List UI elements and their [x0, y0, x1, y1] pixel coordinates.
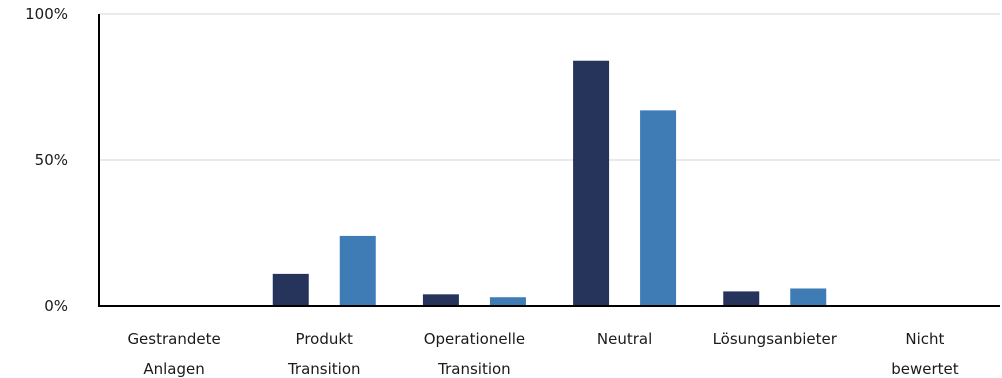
bar-series-2-2 — [489, 297, 526, 306]
bar-series-2-4 — [790, 288, 827, 306]
bar-series-2-3 — [640, 110, 677, 306]
x-category-label: Transition — [287, 360, 361, 378]
x-category-label: Transition — [437, 360, 511, 378]
bar-series-2-1 — [339, 235, 376, 306]
x-category-label: Anlagen — [143, 360, 204, 378]
x-category-label: Produkt — [296, 330, 354, 348]
x-category-label: Lösungsanbieter — [713, 330, 838, 348]
x-category-label: Nicht — [905, 330, 944, 348]
bar-series-1-3 — [573, 60, 610, 306]
bar-series-1-4 — [723, 291, 760, 306]
y-tick-label: 100% — [25, 5, 68, 23]
bar-series-1-2 — [422, 294, 459, 306]
y-tick-label: 50% — [35, 151, 68, 169]
y-tick-label: 0% — [44, 297, 68, 315]
x-category-label: Neutral — [597, 330, 652, 348]
x-category-label: Gestrandete — [127, 330, 220, 348]
x-category-label: Operationelle — [424, 330, 525, 348]
x-category-label: bewertet — [891, 360, 959, 378]
bar-series-1-1 — [272, 273, 309, 306]
